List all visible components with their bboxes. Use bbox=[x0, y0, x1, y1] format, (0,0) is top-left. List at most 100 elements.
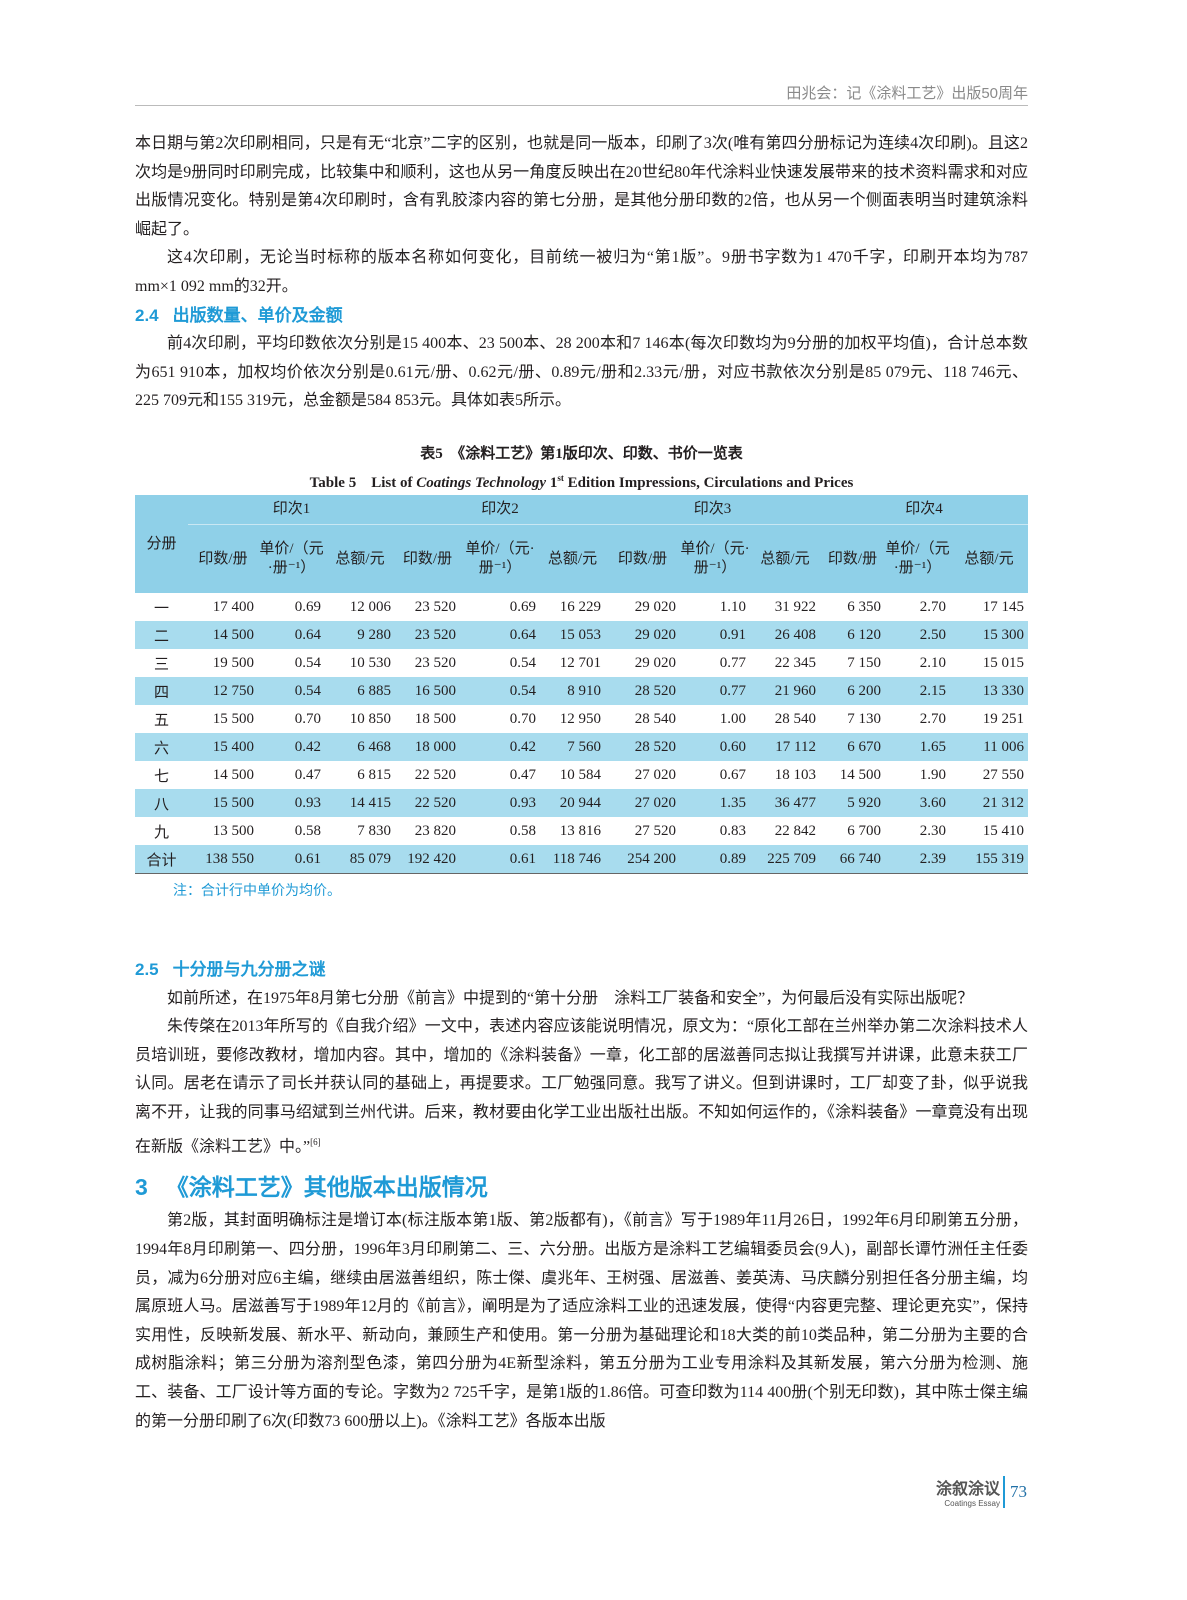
paragraph: 前4次印刷，平均印数依次分别是15 400本、23 500本、28 200本和7… bbox=[135, 335, 1028, 410]
table-cell: 0.77 bbox=[719, 654, 746, 671]
table-cell: 6 350 bbox=[847, 598, 881, 615]
row-label: 三 bbox=[153, 656, 169, 673]
column-header: 印数/册 bbox=[395, 524, 460, 593]
table-cell: 22 520 bbox=[414, 766, 456, 783]
table-cell: 155 319 bbox=[950, 845, 1028, 874]
table-cell: 0.91 bbox=[680, 621, 750, 649]
table-cell: 13 500 bbox=[212, 822, 254, 839]
table-cell: 6 670 bbox=[820, 733, 885, 761]
table-cell: 11 006 bbox=[950, 733, 1028, 761]
row-label: 七 bbox=[153, 768, 169, 785]
table-cell: 29 020 bbox=[634, 654, 676, 671]
table-cell: 8 910 bbox=[540, 677, 605, 705]
table-row: 九 13 500 0.58 7 830 23 820 0.58 13 816 27 520 0.… bbox=[135, 817, 1028, 845]
table-cell: 1.00 bbox=[719, 710, 746, 727]
table-caption-cn: 表5 《涂料工艺》第1版印次、印数、书价一览表 bbox=[420, 446, 743, 462]
column-header: 总额/元 bbox=[325, 524, 395, 593]
table-cell: 138 550 bbox=[188, 845, 258, 874]
table-cell: 3.60 bbox=[885, 789, 950, 817]
group-header: 印次1 bbox=[188, 495, 395, 525]
table-cell: 0.69 bbox=[509, 598, 536, 615]
table-cell: 15 500 bbox=[188, 789, 258, 817]
section-heading-2-5: 2.5 十分册与九分册之谜 bbox=[135, 956, 1028, 985]
table-cell: 5 920 bbox=[820, 789, 885, 817]
table-cell: 0.67 bbox=[719, 766, 746, 783]
table-cell: 6 468 bbox=[325, 733, 395, 761]
caption-part: Edition Impressions, Circulations and Pr… bbox=[563, 475, 854, 491]
table-cell: 1.35 bbox=[680, 789, 750, 817]
table-cell: 14 500 bbox=[212, 766, 254, 783]
journal-footer: 涂叙涂议 Coatings Essay bbox=[930, 1475, 1000, 1508]
table-cell: 6 700 bbox=[847, 822, 881, 839]
table-cell: 0.54 bbox=[294, 654, 321, 671]
table-cell: 31 922 bbox=[774, 598, 816, 615]
table-cell: 12 750 bbox=[188, 677, 258, 705]
table-cell: 27 020 bbox=[634, 766, 676, 783]
table-cell: 2.15 bbox=[885, 677, 950, 705]
table-cell: 17 112 bbox=[750, 733, 820, 761]
table-row: 五 15 500 0.70 10 850 18 500 0.70 12 950 28 540 1… bbox=[135, 705, 1028, 733]
table-cell: 28 520 bbox=[605, 733, 680, 761]
table-cell: 6 815 bbox=[357, 766, 391, 783]
caption-sup: st bbox=[557, 473, 564, 483]
table-cell: 2.70 bbox=[919, 710, 946, 727]
table-caption-en: Table 5 List of Coatings Technology 1st … bbox=[135, 466, 1028, 495]
table-cell: 26 408 bbox=[750, 621, 820, 649]
table-cell: 1.90 bbox=[919, 766, 946, 783]
table-cell: 0.42 bbox=[460, 733, 540, 761]
group-header: 印次4 bbox=[820, 495, 1028, 525]
table-cell: 36 477 bbox=[750, 789, 820, 817]
table-cell: 66 740 bbox=[820, 845, 885, 874]
table-cell: 15 300 bbox=[950, 621, 1028, 649]
table-cell: 1.10 bbox=[719, 598, 746, 615]
section-heading-2-4: 2.4 出版数量、单价及金额 bbox=[135, 302, 1028, 331]
table-cell: 0.70 bbox=[509, 710, 536, 727]
table-cell: 17 400 bbox=[212, 598, 254, 615]
body-bottom: 2.5 十分册与九分册之谜 如前所述，在1975年8月第七分册《前言》中提到的“第… bbox=[135, 956, 1028, 1436]
group-header: 印次3 bbox=[605, 495, 820, 525]
table-cell: 21 960 bbox=[750, 677, 820, 705]
table-cell: 28 540 bbox=[774, 710, 816, 727]
section-number: 2.5 bbox=[135, 960, 159, 979]
table-cell: 12 701 bbox=[559, 654, 601, 671]
column-header: 印数/册 bbox=[605, 524, 680, 593]
page-number: 73 bbox=[1010, 1482, 1027, 1501]
section-number: 3 bbox=[135, 1174, 148, 1201]
table-cell: 22 345 bbox=[774, 654, 816, 671]
table-cell: 0.47 bbox=[294, 766, 321, 783]
table-cell: 10 584 bbox=[559, 766, 601, 783]
table-cell: 0.89 bbox=[680, 845, 750, 874]
table-cell: 9 280 bbox=[325, 621, 395, 649]
table-cell: 0.69 bbox=[294, 598, 321, 615]
table-cell: 18 103 bbox=[774, 766, 816, 783]
table-cell: 28 540 bbox=[634, 710, 676, 727]
table-cell: 12 950 bbox=[559, 710, 601, 727]
section-heading-3: 3 《涂料工艺》其他版本出版情况 bbox=[135, 1167, 1028, 1207]
column-header: 总额/元 bbox=[540, 524, 605, 593]
table-cell: 29 020 bbox=[605, 621, 680, 649]
table-cell: 27 020 bbox=[605, 789, 680, 817]
caption-part: Table 5 List of bbox=[309, 475, 417, 491]
table-cell: 23 520 bbox=[414, 598, 456, 615]
paragraph: 第2版，其封面明确标注是增订本(标注版本第1版、第2版都有)，《前言》写于198… bbox=[135, 1212, 1028, 1430]
group-header: 印次2 bbox=[395, 495, 605, 525]
column-header: 印数/册 bbox=[820, 524, 885, 593]
table-cell: 0.42 bbox=[258, 733, 325, 761]
column-header: 印数/册 bbox=[188, 524, 258, 593]
table-cell: 18 500 bbox=[414, 710, 456, 727]
header-rule bbox=[135, 105, 1028, 106]
section-number: 2.4 bbox=[135, 305, 159, 325]
table-cell: 7 130 bbox=[847, 710, 881, 727]
citation-ref[interactable]: [6] bbox=[310, 1136, 321, 1147]
table-cell: 14 500 bbox=[839, 766, 881, 783]
table-cell: 29 020 bbox=[634, 598, 676, 615]
table-cell: 0.83 bbox=[719, 822, 746, 839]
journal-name-en: Coatings Essay bbox=[944, 1499, 1000, 1508]
table-cell: 2.70 bbox=[919, 598, 946, 615]
section-title: 《涂料工艺》其他版本出版情况 bbox=[165, 1174, 488, 1201]
table-cell: 0.77 bbox=[680, 677, 750, 705]
table-cell: 0.47 bbox=[509, 766, 536, 783]
column-header: 单价/（元·册⁻¹） bbox=[680, 524, 750, 593]
table-cell: 118 746 bbox=[540, 845, 605, 874]
